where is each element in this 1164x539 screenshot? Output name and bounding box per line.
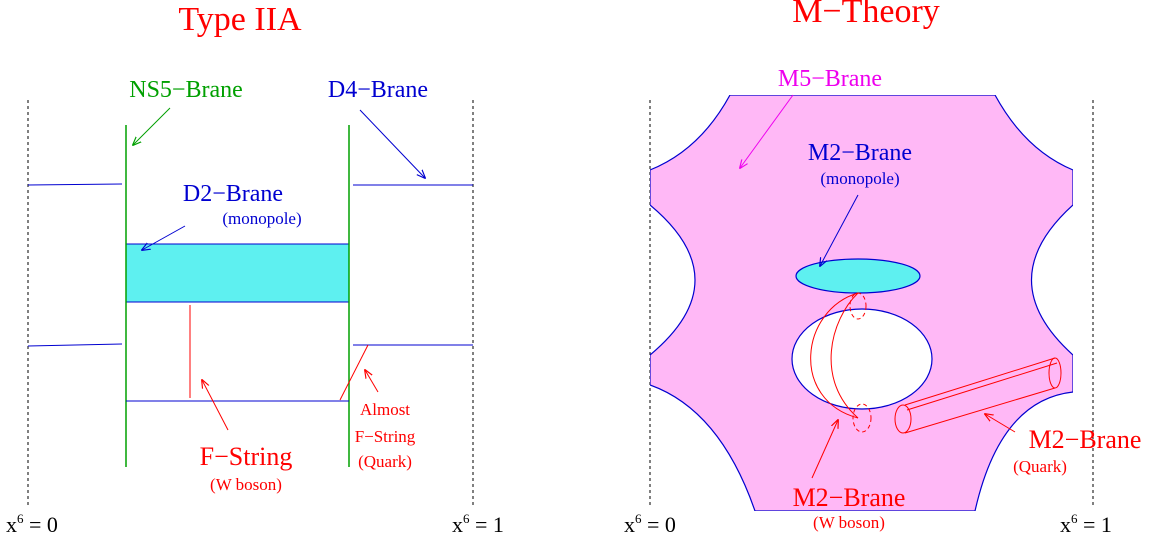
m-theory-title: M−Theory [792, 0, 940, 30]
m2-monopole-sublabel: (monopole) [820, 169, 899, 188]
d2-brane-box [125, 243, 350, 303]
ns5-brane-label: NS5−Brane [129, 77, 243, 103]
m2-quark-sublabel: (Quark) [1013, 457, 1067, 476]
m2-quark-label: M2−Brane [1029, 425, 1142, 454]
m2-w-boson-bottom-ring [852, 403, 872, 433]
m2-quark-arrow [985, 414, 1016, 433]
almost-fstring [339, 344, 369, 401]
d4-brane-left-bottom [27, 343, 123, 347]
type-iia-title: Type IIA [178, 1, 302, 38]
type-iia-panel: Type IIA NS5−Brane D4−Brane D2−Brane (mo… [6, 1, 504, 537]
fstring-label: F−String [200, 442, 293, 471]
m2-quark-tube-top2 [906, 362, 1058, 411]
m2-quark-tube-bottom [904, 387, 1056, 434]
m2-quark-tube-top [904, 357, 1056, 406]
m2-monopole-arrow [820, 194, 859, 266]
left-axis-x1: x6 = 1 [452, 511, 504, 537]
m5-brane-label: M5−Brane [778, 66, 882, 92]
m2-w-boson-tube-right [830, 292, 859, 419]
m2-quark-ring-right [1048, 357, 1062, 389]
m2-w-boson-sublabel: (W boson) [813, 513, 885, 532]
m-theory-panel: M−Theory M5−Brane M2−Brane (monopole) M2… [624, 0, 1141, 537]
m5-arrow [740, 94, 794, 168]
almost-line2: F−String [355, 427, 416, 446]
left-axis-x0: x6 = 0 [6, 511, 58, 537]
d2-arrow [142, 225, 186, 250]
m5-brane-surface [650, 95, 1073, 511]
m2-w-boson-arrow [811, 420, 838, 479]
fstring-sublabel: (W boson) [210, 475, 282, 494]
almost-line3: (Quark) [358, 452, 412, 471]
m2-monopole-label: M2−Brane [808, 140, 912, 166]
almost-arrow [365, 370, 379, 393]
d2-brane-label: D2−Brane [183, 181, 283, 207]
m2-w-boson-top-ring [849, 292, 867, 320]
m2-w-boson-label: M2−Brane [793, 483, 906, 512]
almost-line1: Almost [360, 400, 410, 419]
m2-quark-ring-left [894, 404, 912, 434]
d4-brane-left-top [27, 183, 123, 186]
fstring-arrow [202, 380, 229, 431]
m2-monopole-disk [795, 258, 921, 294]
d2-brane-sublabel: (monopole) [222, 209, 301, 228]
right-axis-x0: x6 = 0 [624, 511, 676, 537]
d4-brane-label: D4−Brane [328, 77, 428, 103]
d4-arrow [359, 109, 425, 178]
m2-w-boson-tube-left [810, 292, 859, 419]
ns5-arrow [133, 107, 171, 145]
right-axis-x1: x6 = 1 [1060, 511, 1112, 537]
